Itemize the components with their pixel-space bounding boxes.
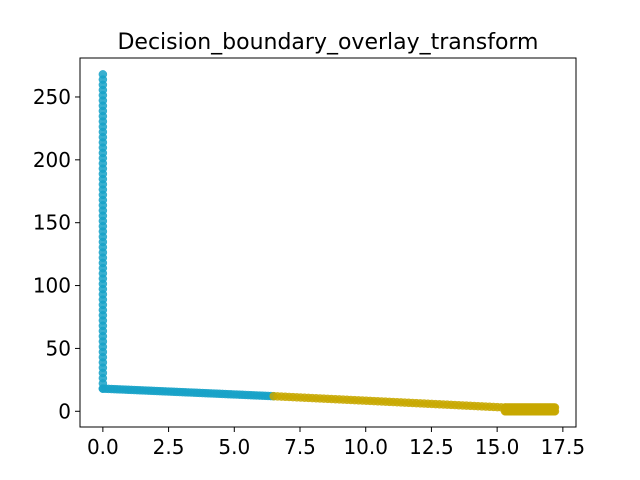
point [550, 403, 560, 412]
chart-title: Decision_boundary_overlay_transform [117, 30, 538, 55]
series-0 [98, 70, 278, 401]
x-axis: 0.0 2.5 5.0 7.5 10.0 12.5 15.0 17.5 [87, 427, 585, 459]
x-tick-label: 0.0 [87, 435, 119, 459]
y-tick-label: 50 [46, 336, 71, 360]
series-layer [98, 70, 560, 416]
x-tick-label: 5.0 [218, 435, 250, 459]
series-1 [269, 391, 560, 416]
x-tick-label: 7.5 [284, 435, 316, 459]
y-tick-label: 100 [33, 274, 71, 298]
x-tick-label: 10.0 [343, 435, 388, 459]
y-tick-label: 0 [58, 399, 71, 423]
x-tick-label: 2.5 [153, 435, 185, 459]
y-tick-label: 200 [33, 148, 71, 172]
y-tick-label: 250 [33, 85, 71, 109]
y-axis: 0 50 100 150 200 250 [33, 85, 80, 423]
x-tick-label: 17.5 [541, 435, 586, 459]
y-tick-label: 150 [33, 211, 71, 235]
point [98, 70, 108, 79]
plot-area [79, 57, 577, 428]
x-tick-label: 12.5 [409, 435, 454, 459]
x-tick-label: 15.0 [475, 435, 520, 459]
